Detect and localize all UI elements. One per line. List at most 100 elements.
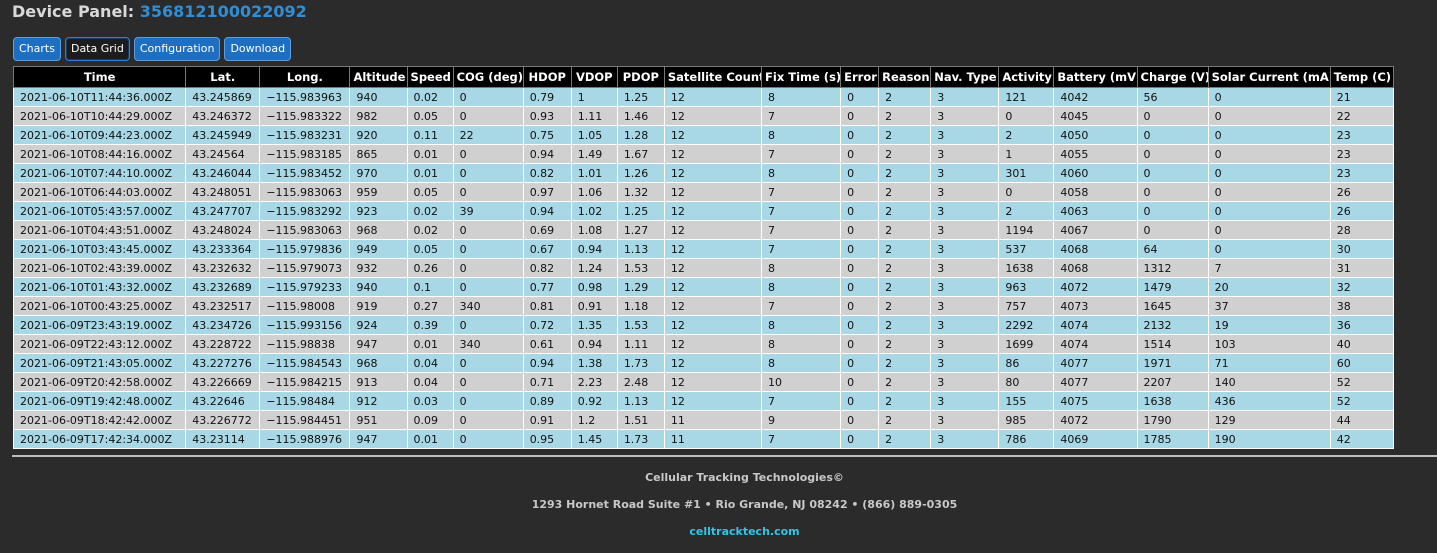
table-cell: 0	[840, 239, 880, 259]
table-cell: 38	[1329, 296, 1395, 316]
table-cell: 0.82	[522, 258, 572, 278]
table-row: 2021-06-09T23:43:19.000Z 43.234726 −115.99…	[12, 315, 1395, 335]
table-cell: −115.983231	[259, 125, 351, 145]
table-cell: 2292	[998, 315, 1055, 335]
tab-download[interactable]: Download	[224, 37, 292, 61]
table-cell: 3	[930, 87, 1000, 107]
table-cell: 0	[998, 106, 1055, 126]
column-header[interactable]: Nav. Type	[930, 66, 1000, 88]
table-cell: 1.24	[570, 258, 618, 278]
table-cell: 0	[1207, 87, 1331, 107]
table-cell: 0	[840, 410, 880, 430]
table-cell: 2	[878, 144, 932, 164]
table-cell: 2021-06-09T18:42:42.000Z	[12, 410, 187, 430]
table-cell: 0.04	[406, 353, 454, 373]
column-header[interactable]: Satellite Count	[663, 66, 763, 88]
table-cell: 43.246044	[185, 163, 261, 183]
table-cell: 1	[570, 87, 618, 107]
table-cell: 0	[1207, 201, 1331, 221]
page-title-label: Device Panel:	[12, 2, 135, 21]
table-cell: 3	[930, 201, 1000, 221]
table-cell: 2.48	[616, 372, 665, 392]
table-cell: 0	[998, 182, 1055, 202]
table-row: 2021-06-10T02:43:39.000Z 43.232632 −115.97…	[12, 258, 1395, 278]
table-cell: 0.05	[406, 182, 454, 202]
column-header[interactable]: Battery (mV)	[1053, 66, 1138, 88]
table-cell: 0	[840, 429, 880, 449]
table-cell: 0	[1136, 201, 1209, 221]
tab-configuration[interactable]: Configuration	[133, 37, 221, 61]
table-cell: 2021-06-09T22:43:12.000Z	[12, 334, 187, 354]
table-cell: 985	[998, 410, 1055, 430]
table-cell: 7	[761, 296, 842, 316]
column-header[interactable]: Lat.	[185, 66, 261, 88]
table-cell: 7	[761, 239, 842, 259]
table-cell: 963	[998, 277, 1055, 297]
column-header[interactable]: HDOP	[522, 66, 572, 88]
table-cell: 968	[349, 220, 408, 240]
table-cell: 43.22646	[185, 391, 261, 411]
table-cell: 865	[349, 144, 408, 164]
table-cell: −115.983963	[259, 87, 351, 107]
table-cell: 43.226772	[185, 410, 261, 430]
table-cell: 56	[1136, 87, 1209, 107]
column-header[interactable]: Long.	[259, 66, 351, 88]
table-cell: 757	[998, 296, 1055, 316]
table-cell: 0.05	[406, 106, 454, 126]
column-header[interactable]: Temp (C)	[1329, 66, 1395, 88]
table-cell: 8	[761, 87, 842, 107]
table-cell: 43.247707	[185, 201, 261, 221]
column-header[interactable]: Charge (V)	[1136, 66, 1209, 88]
table-row: 2021-06-10T06:44:03.000Z 43.248051 −115.98…	[12, 182, 1395, 202]
table-cell: 0.89	[522, 391, 572, 411]
footer-website-link[interactable]: celltracktech.com	[689, 525, 800, 538]
table-cell: 2021-06-10T11:44:36.000Z	[12, 87, 187, 107]
column-header[interactable]: Activity	[998, 66, 1055, 88]
table-cell: 1.38	[570, 353, 618, 373]
tab-data-grid[interactable]: Data Grid	[64, 37, 130, 61]
device-id: 356812100022092	[139, 2, 307, 21]
table-row: 2021-06-09T21:43:05.000Z 43.227276 −115.98…	[12, 353, 1395, 373]
table-cell: 786	[998, 429, 1055, 449]
column-header[interactable]: PDOP	[616, 66, 665, 88]
table-cell: 7	[761, 429, 842, 449]
column-header[interactable]: Speed	[406, 66, 454, 88]
column-header[interactable]: Fix Time (s)	[761, 66, 842, 88]
table-cell: 0	[1207, 106, 1331, 126]
table-cell: 4045	[1053, 106, 1138, 126]
column-header[interactable]: Altitude	[349, 66, 408, 88]
table-cell: −115.983322	[259, 106, 351, 126]
table-cell: 1.18	[616, 296, 665, 316]
table-cell: 2021-06-10T01:43:32.000Z	[12, 277, 187, 297]
table-cell: 3	[930, 125, 1000, 145]
table-cell: 0	[840, 87, 880, 107]
table-cell: 43.227276	[185, 353, 261, 373]
column-header[interactable]: Reason	[878, 66, 932, 88]
column-header[interactable]: Solar Current (mA)	[1207, 66, 1331, 88]
table-cell: 0.97	[522, 182, 572, 202]
table-cell: 0	[1136, 144, 1209, 164]
table-cell: 8	[761, 353, 842, 373]
table-cell: 12	[663, 334, 763, 354]
table-cell: 2	[878, 429, 932, 449]
column-header[interactable]: COG (deg)	[452, 66, 524, 88]
table-cell: 7	[761, 201, 842, 221]
table-cell: 920	[349, 125, 408, 145]
tab-charts[interactable]: Charts	[13, 37, 61, 61]
table-cell: 1.53	[616, 315, 665, 335]
table-cell: 2	[878, 372, 932, 392]
table-cell: 7	[761, 106, 842, 126]
table-cell: 4069	[1053, 429, 1138, 449]
table-cell: 0	[840, 220, 880, 240]
table-cell: 23	[1329, 144, 1395, 164]
column-header[interactable]: VDOP	[570, 66, 618, 88]
footer-address: 1293 Hornet Road Suite #1 • Rio Grande, …	[531, 498, 958, 511]
table-cell: 970	[349, 163, 408, 183]
table-cell: 436	[1207, 391, 1331, 411]
table-cell: 2021-06-10T00:43:25.000Z	[12, 296, 187, 316]
table-cell: 3	[930, 239, 1000, 259]
table-row: 2021-06-10T11:44:36.000Z 43.245869 −115.98…	[12, 87, 1395, 107]
table-cell: 0.01	[406, 144, 454, 164]
column-header[interactable]: Error	[840, 66, 880, 88]
column-header[interactable]: Time	[12, 66, 187, 88]
